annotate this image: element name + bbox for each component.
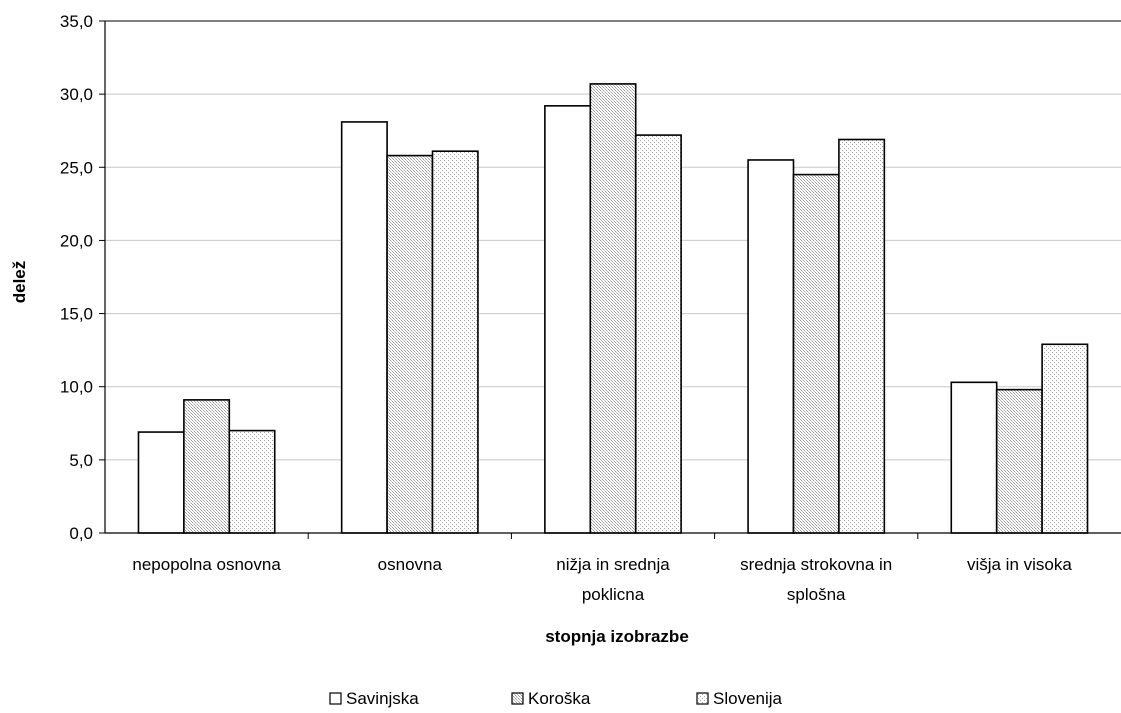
bar-koroka — [183, 399, 231, 534]
bar-slovenija — [838, 138, 886, 534]
bar-savinjska — [544, 105, 592, 534]
legend-label: Koroška — [528, 689, 591, 708]
y-tick-label: 35,0 — [60, 12, 93, 31]
tick-labels: 0,0 5,0 10,0 15,0 20,0 25,0 30,0 35,0 nepopolna … — [60, 12, 1072, 604]
legend-label: Savinjska — [346, 689, 419, 708]
bar-koroka — [995, 388, 1043, 534]
y-tick-label: 0,0 — [69, 524, 93, 543]
y-tick-label: 25,0 — [60, 158, 93, 177]
x-axis-title: stopnja izobrazbe — [545, 627, 689, 646]
legend: Savinjska Koroška Slovenija — [329, 689, 783, 708]
y-tick-label: 5,0 — [69, 451, 93, 470]
x-category-label: višja in visoka — [967, 555, 1072, 574]
legend-swatch — [329, 692, 342, 705]
bar-savinjska — [340, 121, 388, 534]
x-category-label: poklicna — [582, 585, 645, 604]
x-category-label: srednja strokovna in — [740, 555, 892, 574]
bar-slovenija — [1041, 343, 1089, 534]
bar-koroka — [386, 154, 434, 534]
legend-swatch — [696, 692, 709, 705]
bar-savinjska — [137, 431, 185, 534]
x-category-label: nepopolna osnovna — [132, 555, 281, 574]
bar-koroka — [792, 173, 840, 534]
bars — [137, 83, 1089, 534]
y-tick-label: 30,0 — [60, 85, 93, 104]
y-tick-label: 20,0 — [60, 231, 93, 250]
x-category-label: nižja in srednja — [556, 555, 670, 574]
axes — [99, 20, 1121, 539]
x-category-label: splošna — [787, 585, 846, 604]
y-tick-label: 10,0 — [60, 378, 93, 397]
bar-savinjska — [747, 159, 795, 534]
y-tick-label: 15,0 — [60, 305, 93, 324]
legend-swatch — [511, 692, 524, 705]
bar-savinjska — [950, 381, 998, 534]
bar-koroka — [589, 83, 637, 534]
bar-slovenija — [431, 150, 479, 534]
legend-label: Slovenija — [713, 689, 783, 708]
bar-slovenija — [634, 134, 682, 534]
bar-slovenija — [228, 429, 276, 534]
y-axis-title: delež — [10, 261, 29, 304]
x-category-label: osnovna — [378, 555, 443, 574]
